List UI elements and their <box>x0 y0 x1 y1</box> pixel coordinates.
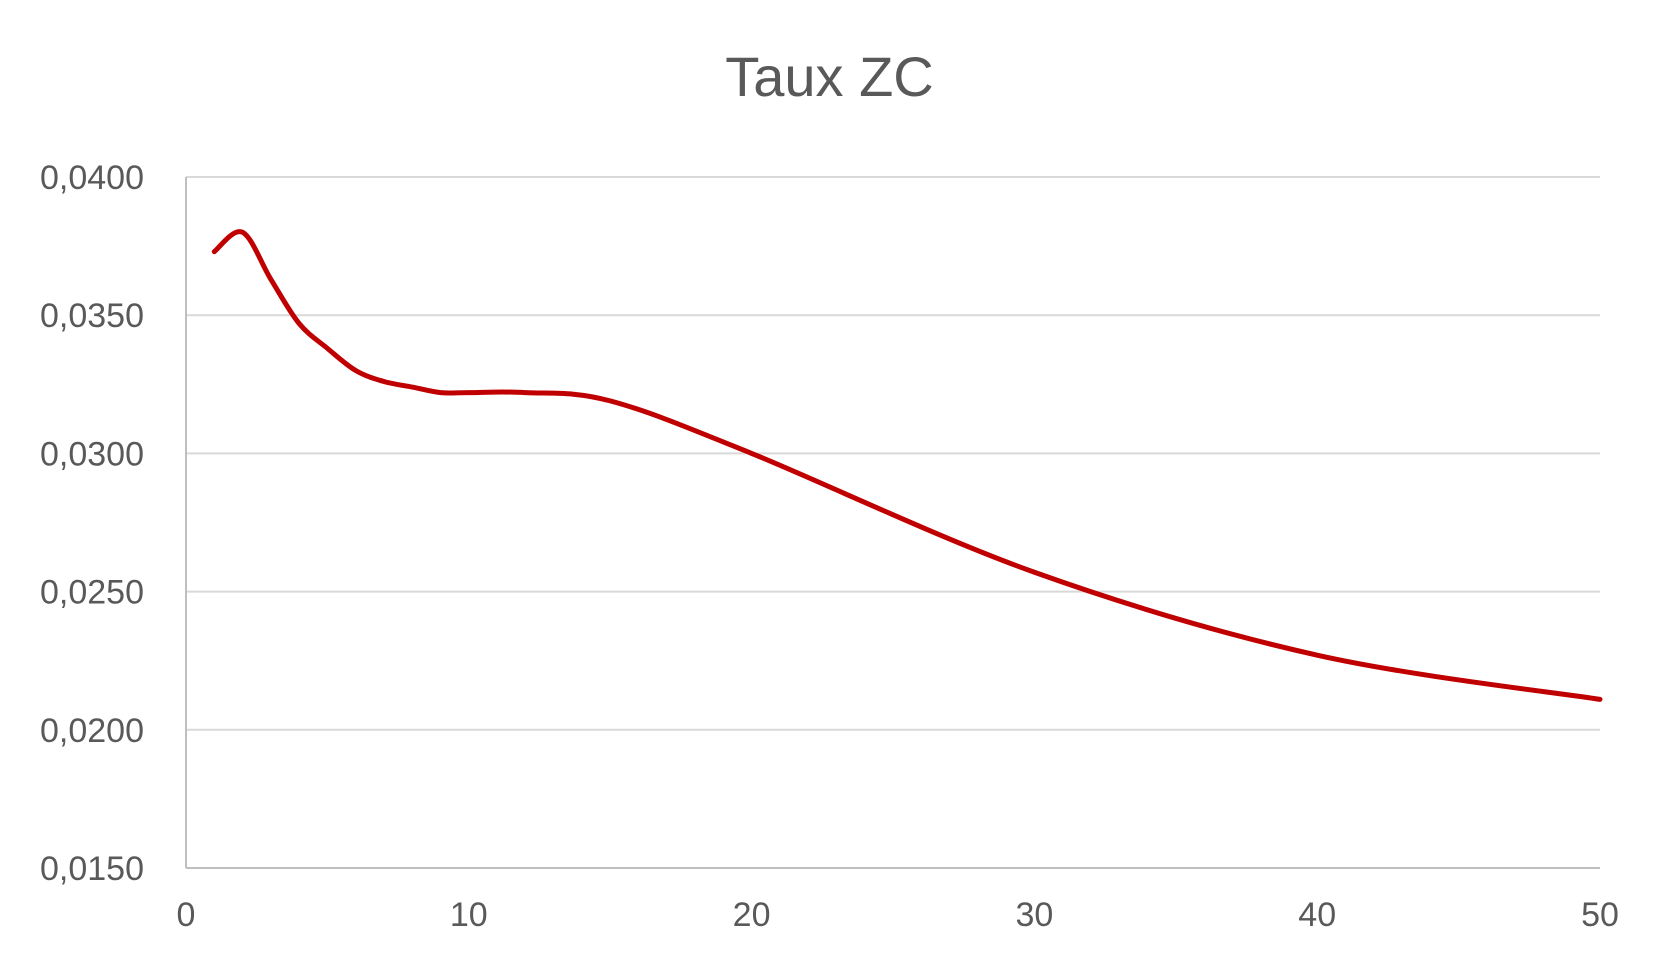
y-tick-label: 0,0250 <box>40 574 144 612</box>
x-tick-label: 20 <box>733 896 771 934</box>
x-tick-label: 10 <box>450 896 488 934</box>
tick-labels: 0,0150 0,0200 0,0250 0,0300 0,0350 0,0400 0 10 2… <box>40 159 1619 934</box>
x-tick-label: 40 <box>1298 896 1336 934</box>
axes <box>185 177 1600 869</box>
grid-lines <box>186 176 1600 731</box>
series-line <box>211 229 1603 702</box>
x-tick-label: 30 <box>1015 896 1053 934</box>
y-tick-label: 0,0150 <box>40 850 144 888</box>
y-tick-label: 0,0400 <box>40 159 144 197</box>
y-tick-label: 0,0300 <box>40 435 144 473</box>
x-tick-label: 50 <box>1581 896 1619 934</box>
y-tick-label: 0,0200 <box>40 712 144 750</box>
series-layer <box>211 229 1603 702</box>
chart-title: Taux ZC <box>725 45 934 108</box>
x-tick-label: 0 <box>177 896 196 934</box>
y-tick-label: 0,0350 <box>40 297 144 335</box>
